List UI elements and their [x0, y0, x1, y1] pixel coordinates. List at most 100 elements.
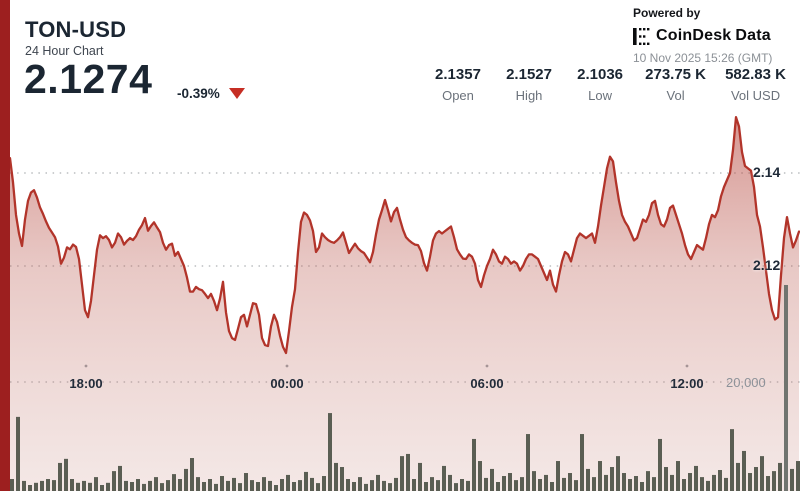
volume-bar[interactable] — [136, 479, 140, 491]
volume-bar[interactable] — [448, 474, 452, 491]
volume-bar[interactable] — [148, 480, 152, 491]
volume-bar[interactable] — [346, 479, 350, 491]
volume-bar[interactable] — [436, 480, 440, 491]
volume-bar[interactable] — [202, 482, 206, 491]
volume-bar[interactable] — [70, 479, 74, 491]
volume-bar[interactable] — [478, 461, 482, 491]
volume-bar[interactable] — [778, 462, 782, 491]
volume-bar[interactable] — [688, 473, 692, 491]
volume-bar[interactable] — [274, 485, 278, 491]
volume-bar[interactable] — [442, 465, 446, 491]
volume-bar[interactable] — [376, 474, 380, 491]
volume-bar[interactable] — [310, 477, 314, 491]
volume-bar[interactable] — [106, 482, 110, 491]
volume-bar[interactable] — [736, 462, 740, 491]
volume-bar[interactable] — [382, 480, 386, 491]
volume-bar[interactable] — [268, 480, 272, 491]
volume-bar[interactable] — [484, 477, 488, 491]
volume-bar[interactable] — [298, 480, 302, 491]
volume-bar[interactable] — [328, 413, 332, 491]
volume-bar[interactable] — [352, 482, 356, 491]
volume-bar[interactable] — [400, 456, 404, 491]
volume-bar[interactable] — [238, 483, 242, 491]
volume-bar[interactable] — [16, 416, 20, 491]
volume-bar[interactable] — [784, 284, 788, 491]
volume-bar[interactable] — [490, 468, 494, 491]
volume-bar[interactable] — [718, 470, 722, 491]
volume-bar[interactable] — [790, 468, 794, 491]
volume-bar[interactable] — [514, 480, 518, 491]
volume-bar[interactable] — [286, 474, 290, 491]
volume-bar[interactable] — [748, 473, 752, 491]
volume-bar[interactable] — [280, 479, 284, 491]
volume-bar[interactable] — [196, 477, 200, 491]
volume-bar[interactable] — [568, 473, 572, 491]
volume-bar[interactable] — [622, 473, 626, 491]
volume-bar[interactable] — [340, 467, 344, 491]
volume-bar[interactable] — [244, 473, 248, 491]
volume-bar[interactable] — [640, 482, 644, 491]
volume-bar[interactable] — [796, 461, 800, 491]
volume-bar[interactable] — [628, 479, 632, 491]
volume-bar[interactable] — [760, 456, 764, 491]
volume-bar[interactable] — [232, 477, 236, 491]
volume-bar[interactable] — [190, 458, 194, 491]
volume-bar[interactable] — [418, 462, 422, 491]
volume-bar[interactable] — [256, 482, 260, 491]
volume-bar[interactable] — [220, 476, 224, 491]
volume-bar[interactable] — [682, 479, 686, 491]
volume-bar[interactable] — [250, 480, 254, 491]
coindesk-logo[interactable]: CoinDesk Data — [633, 27, 772, 45]
volume-bar[interactable] — [322, 476, 326, 491]
volume-bar[interactable] — [178, 479, 182, 491]
volume-bar[interactable] — [82, 480, 86, 491]
volume-bar[interactable] — [472, 438, 476, 491]
volume-bar[interactable] — [46, 479, 50, 491]
volume-bar[interactable] — [370, 480, 374, 491]
volume-bar[interactable] — [526, 434, 530, 491]
volume-bar[interactable] — [694, 465, 698, 491]
volume-bar[interactable] — [226, 480, 230, 491]
volume-bar[interactable] — [34, 482, 38, 491]
volume-bar[interactable] — [604, 474, 608, 491]
volume-bar[interactable] — [502, 476, 506, 491]
volume-bar[interactable] — [184, 468, 188, 491]
volume-bar[interactable] — [88, 482, 92, 491]
volume-bar[interactable] — [406, 453, 410, 491]
volume-bar[interactable] — [580, 434, 584, 491]
volume-bar[interactable] — [124, 480, 128, 491]
volume-bar[interactable] — [94, 477, 98, 491]
volume-bar[interactable] — [712, 474, 716, 491]
volume-bar[interactable] — [430, 477, 434, 491]
volume-bar[interactable] — [550, 482, 554, 491]
volume-bar[interactable] — [460, 479, 464, 491]
volume-bar[interactable] — [334, 462, 338, 491]
volume-bar[interactable] — [508, 473, 512, 491]
volume-bar[interactable] — [574, 480, 578, 491]
volume-bar[interactable] — [22, 480, 26, 491]
volume-bar[interactable] — [304, 471, 308, 491]
volume-bar[interactable] — [610, 467, 614, 491]
volume-bar[interactable] — [316, 483, 320, 491]
volume-bar[interactable] — [730, 429, 734, 491]
volume-bar[interactable] — [64, 458, 68, 491]
volume-bar[interactable] — [292, 482, 296, 491]
volume-bar[interactable] — [118, 465, 122, 491]
volume-bar[interactable] — [664, 467, 668, 491]
volume-bar[interactable] — [658, 438, 662, 491]
volume-bar[interactable] — [28, 485, 32, 491]
volume-bar[interactable] — [538, 479, 542, 491]
volume-bar[interactable] — [724, 477, 728, 491]
volume-bar[interactable] — [262, 477, 266, 491]
volume-bar[interactable] — [646, 471, 650, 491]
volume-bar[interactable] — [598, 461, 602, 491]
volume-bar[interactable] — [358, 477, 362, 491]
volume-bar[interactable] — [154, 477, 158, 491]
volume-bar[interactable] — [544, 474, 548, 491]
volume-bar[interactable] — [142, 483, 146, 491]
volume-bar[interactable] — [130, 482, 134, 491]
volume-bar[interactable] — [634, 476, 638, 491]
volume-bar[interactable] — [466, 480, 470, 491]
volume-bar[interactable] — [772, 471, 776, 491]
